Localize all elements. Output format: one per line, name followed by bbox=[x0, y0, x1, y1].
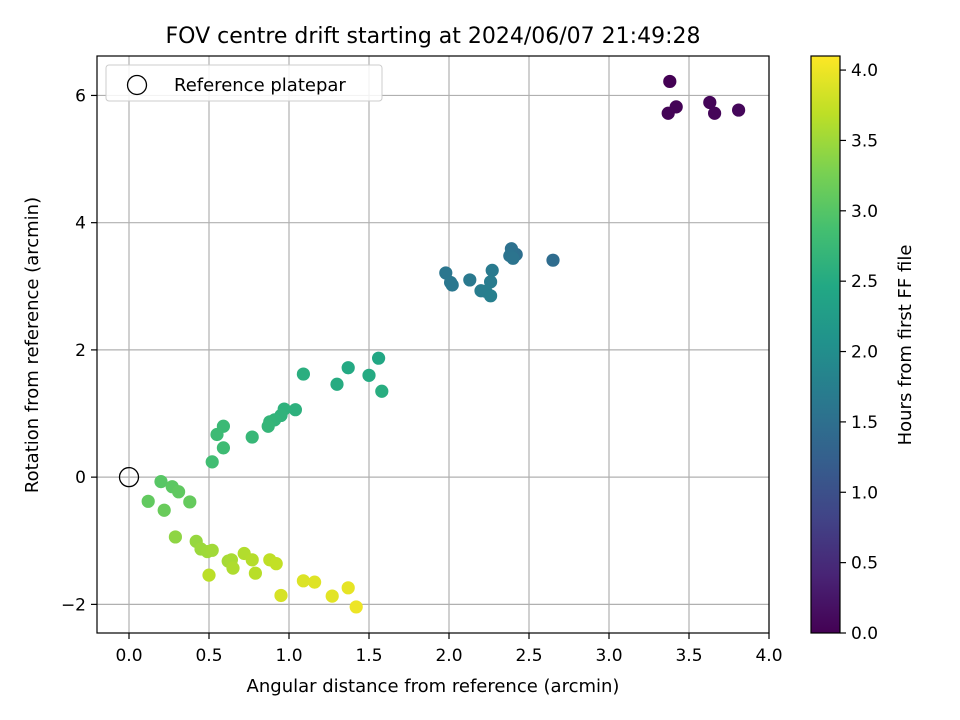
data-point bbox=[226, 561, 240, 575]
legend-marker-icon bbox=[126, 74, 148, 96]
data-point bbox=[248, 566, 262, 580]
colorbar: 0.0 0.5 1.0 1.5 2.0 2.5 3.0 3.5 4.0 Hours from f… bbox=[810, 55, 916, 644]
data-point bbox=[308, 575, 322, 589]
data-point bbox=[202, 568, 216, 582]
data-point bbox=[546, 253, 560, 267]
data-point bbox=[506, 251, 520, 265]
colorbar-tick-label: 2.0 bbox=[851, 343, 878, 363]
colorbar-tick-label: 4.0 bbox=[851, 61, 878, 81]
data-point bbox=[245, 430, 259, 444]
plot-frame bbox=[96, 55, 770, 634]
legend: Reference platepar bbox=[105, 64, 383, 102]
data-point bbox=[269, 557, 283, 571]
data-point bbox=[210, 427, 224, 442]
data-point bbox=[205, 543, 219, 557]
data-point bbox=[172, 485, 186, 499]
data-point bbox=[183, 495, 197, 509]
data-point bbox=[484, 289, 498, 303]
x-tick-label: 1.5 bbox=[355, 646, 382, 666]
data-point bbox=[463, 273, 477, 287]
y-tick-label: −2 bbox=[61, 595, 86, 615]
chart-title: FOV centre drift starting at 2024/06/07 … bbox=[166, 24, 701, 49]
data-point bbox=[663, 74, 677, 89]
y-tick-label: 0 bbox=[75, 468, 86, 488]
colorbar-tick-label: 1.0 bbox=[851, 483, 878, 503]
data-point bbox=[661, 106, 675, 120]
data-point bbox=[325, 589, 339, 603]
colorbar-tick-label: 1.5 bbox=[851, 413, 878, 433]
x-axis-label: Angular distance from reference (arcmin) bbox=[247, 676, 620, 697]
data-point bbox=[445, 278, 459, 292]
reference-marker-layer bbox=[118, 466, 140, 488]
data-point bbox=[341, 361, 355, 375]
y-tick-label: 6 bbox=[75, 86, 86, 106]
data-point bbox=[708, 106, 722, 120]
colorbar-tick-label: 0.5 bbox=[851, 554, 878, 574]
scatter-points bbox=[141, 74, 746, 614]
x-axis-ticks: 0.0 0.5 1.0 1.5 2.0 2.5 3.0 3.5 4.0 bbox=[115, 633, 783, 666]
data-point bbox=[216, 441, 230, 455]
y-tick-label: 4 bbox=[75, 214, 86, 234]
data-point bbox=[157, 503, 171, 517]
y-axis-ticks: −2 0 2 4 6 bbox=[61, 86, 97, 615]
colorbar-tick-label: 3.5 bbox=[851, 131, 878, 151]
data-point bbox=[732, 103, 746, 117]
data-point bbox=[205, 455, 219, 469]
x-tick-label: 1.0 bbox=[275, 646, 302, 666]
reference-platepar-marker bbox=[118, 466, 140, 488]
x-tick-label: 2.5 bbox=[515, 646, 542, 666]
colorbar-ticks: 0.0 0.5 1.0 1.5 2.0 2.5 3.0 3.5 4.0 bbox=[840, 61, 878, 644]
x-tick-label: 4.0 bbox=[755, 646, 782, 666]
data-point bbox=[349, 600, 363, 614]
y-axis-label: Rotation from reference (arcmin) bbox=[22, 197, 43, 493]
data-point bbox=[362, 368, 376, 382]
data-point bbox=[245, 553, 259, 567]
data-point bbox=[168, 530, 182, 544]
data-point bbox=[372, 351, 386, 365]
x-tick-label: 3.5 bbox=[675, 646, 702, 666]
data-point bbox=[154, 474, 168, 489]
data-point bbox=[485, 263, 499, 277]
colorbar-label: Hours from first FF file bbox=[895, 245, 916, 446]
data-point bbox=[703, 95, 717, 110]
data-point bbox=[341, 581, 355, 595]
x-tick-label: 0.5 bbox=[195, 646, 222, 666]
colorbar-tick-label: 2.5 bbox=[851, 272, 878, 292]
data-point bbox=[375, 384, 389, 398]
data-point bbox=[141, 494, 155, 508]
y-tick-label: 2 bbox=[75, 341, 86, 361]
grid-lines bbox=[97, 56, 770, 633]
data-point bbox=[296, 574, 310, 588]
colorbar-tick-label: 0.0 bbox=[851, 624, 878, 644]
data-point bbox=[296, 367, 310, 381]
legend-entry-reference-platepar: Reference platepar bbox=[174, 75, 346, 96]
colorbar-gradient bbox=[810, 55, 841, 634]
data-point bbox=[330, 377, 344, 391]
x-tick-label: 2.0 bbox=[435, 646, 462, 666]
x-tick-label: 0.0 bbox=[115, 646, 142, 666]
data-point bbox=[261, 419, 275, 433]
colorbar-tick-label: 3.0 bbox=[851, 202, 878, 222]
legend-box bbox=[105, 64, 383, 102]
data-point bbox=[274, 588, 288, 603]
x-tick-label: 3.0 bbox=[595, 646, 622, 666]
data-point bbox=[288, 403, 302, 417]
